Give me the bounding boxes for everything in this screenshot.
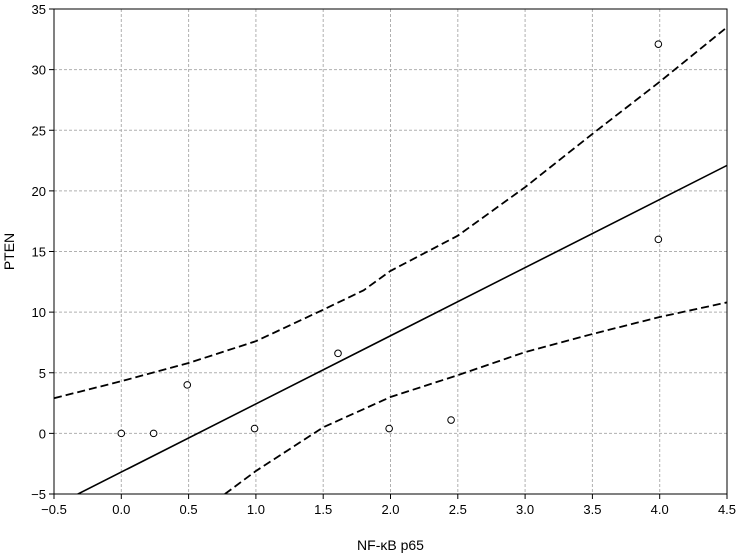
y-tick-label: 35 xyxy=(32,2,46,17)
x-tick-label: 3.0 xyxy=(516,502,534,517)
x-axis-label: NF-κB p65 xyxy=(357,537,424,553)
x-tick-label: 1.0 xyxy=(247,502,265,517)
y-tick-label: −5 xyxy=(31,487,46,502)
x-tick-label: 2.0 xyxy=(381,502,399,517)
data-point xyxy=(117,429,126,438)
y-tick-label: 30 xyxy=(32,63,46,78)
y-axis-label: PTEN xyxy=(1,233,17,270)
x-tick-label: 1.5 xyxy=(314,502,332,517)
x-tick-label: −0.5 xyxy=(41,502,67,517)
data-point xyxy=(183,381,192,389)
data-point xyxy=(654,235,663,244)
y-tick-label: 0 xyxy=(39,426,46,441)
x-tick-label: 4.0 xyxy=(651,502,669,517)
x-tick-label: 2.5 xyxy=(449,502,467,517)
regression-line xyxy=(76,164,727,494)
y-tick-label: 25 xyxy=(32,123,46,138)
confidence-band-upper xyxy=(54,26,727,400)
x-tick-label: 0.5 xyxy=(180,502,198,517)
data-point xyxy=(334,349,342,358)
x-tick-label: 0.0 xyxy=(112,502,130,517)
y-tick-label: 15 xyxy=(32,245,46,260)
data-point xyxy=(250,424,259,433)
grid-lines xyxy=(54,9,727,494)
chart-series xyxy=(54,26,727,494)
confidence-band-lower xyxy=(224,301,727,494)
data-point xyxy=(447,416,455,424)
data-point xyxy=(149,429,158,438)
tick-labels: −0.5 0.0 0.5 1.0 1.5 2.0 2.5 3.0 3.5 4.0 4.5 −5 0 5 10… xyxy=(31,2,736,517)
data-point xyxy=(654,40,663,48)
y-tick-label: 20 xyxy=(32,184,46,199)
y-tick-label: 10 xyxy=(32,305,46,320)
x-tick-label: 3.5 xyxy=(583,502,601,517)
y-tick-label: 5 xyxy=(39,366,46,381)
x-tick-label: 4.5 xyxy=(718,502,736,517)
data-point xyxy=(385,424,393,433)
